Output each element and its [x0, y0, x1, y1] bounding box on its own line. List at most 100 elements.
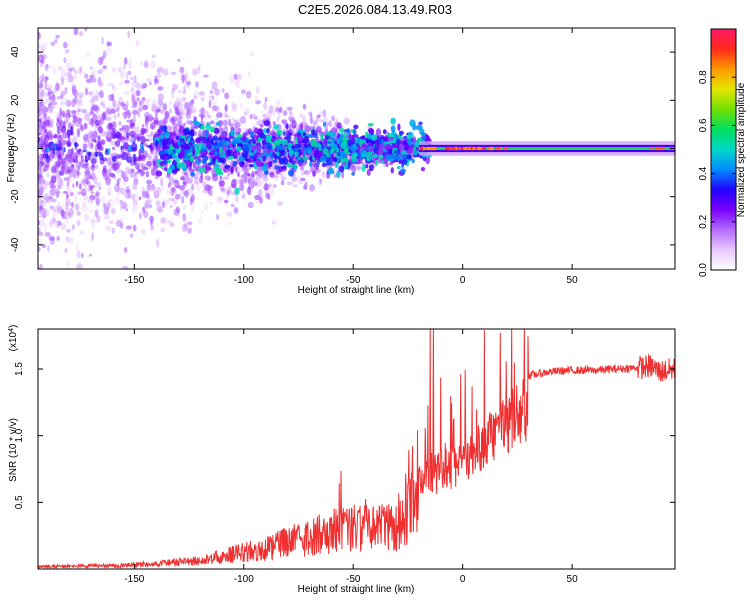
spectrogram-blob	[182, 213, 187, 222]
spectrogram-blob	[107, 156, 111, 166]
spectrogram-blob	[312, 120, 318, 126]
spectrogram-blob	[121, 201, 127, 210]
spectrogram-blob	[49, 105, 53, 113]
spectrogram-blob	[218, 146, 223, 154]
spectrogram-blob	[95, 143, 99, 153]
spectrogram-blob	[62, 110, 66, 118]
spectrogram-blob	[185, 149, 192, 153]
spectrogram-blob	[57, 201, 61, 209]
spectrogram-blob	[51, 101, 58, 106]
spectrogram-blob	[254, 115, 258, 120]
spectrogram-blob	[191, 140, 196, 144]
spectrogram-blob	[157, 93, 164, 101]
spectrogram-blob	[299, 177, 306, 182]
spectrogram-blob	[175, 135, 179, 141]
spectrogram-blob	[201, 158, 207, 165]
spectrogram-blob	[302, 104, 307, 110]
spectrogram-blob	[79, 66, 83, 73]
spectrogram-blob	[146, 113, 153, 117]
spectrogram-blob	[70, 110, 77, 114]
spectrogram-blob	[237, 171, 240, 178]
spectrogram-blob	[66, 178, 70, 187]
colorbar-tick-label: 0.6	[698, 118, 709, 132]
spectrogram-blob	[160, 217, 167, 224]
spectrogram-blob	[248, 159, 254, 163]
spectrogram-blob	[72, 84, 76, 93]
spectrogram-blob	[265, 135, 273, 143]
spectrogram-blob	[145, 170, 150, 178]
spectrogram-blob	[95, 89, 99, 99]
spectrogram-blob	[184, 222, 189, 231]
spectrogram-blob	[309, 184, 315, 192]
spectrogram-blob	[95, 164, 99, 169]
spectrogram-blob	[108, 167, 114, 171]
spectrogram-blob	[90, 142, 94, 150]
spectrogram-blob	[181, 96, 186, 102]
spectrogram-blob	[136, 97, 140, 101]
spectrogram-blob	[155, 170, 163, 177]
spectrogram-blob	[115, 219, 123, 227]
spectrogram-blob	[112, 121, 117, 129]
spectrogram-blob	[282, 110, 288, 116]
spectrogram-blob	[409, 119, 416, 127]
spectrogram-blob	[320, 133, 324, 141]
spectrogram-blob	[389, 149, 393, 154]
dominant-band-hotspot	[470, 146, 473, 151]
spectrogram-blob	[138, 100, 143, 108]
spectrogram-blob	[230, 130, 236, 137]
spectrogram-blob	[146, 78, 152, 82]
spectrogram-blob	[188, 178, 193, 182]
spectrogram-blob	[224, 92, 230, 100]
spectrogram-blob	[81, 252, 84, 258]
snr-ylabel: SNR (10 * v/v)	[8, 418, 19, 482]
spectrogram-blob	[272, 121, 276, 126]
spectrogram-blob	[323, 115, 328, 124]
spectrogram-ytick-label: -20	[10, 189, 21, 204]
spectrogram-blob	[279, 172, 285, 180]
spectrogram-blob	[227, 155, 234, 160]
spectrogram-blob	[159, 151, 165, 156]
spectrogram-blob	[351, 155, 356, 163]
spectrogram-blob	[353, 124, 359, 130]
spectrogram-blob	[248, 152, 254, 156]
spectrogram-blob	[193, 181, 200, 185]
spectrogram-blob	[249, 164, 254, 168]
spectrogram-blob	[180, 102, 184, 108]
spectrogram-blob	[159, 108, 166, 115]
spectrogram-blob	[142, 166, 149, 171]
spectrogram-blob	[158, 207, 163, 213]
spectrogram-blob	[38, 102, 44, 109]
page-title: C2E5.2026.084.13.49.R03	[298, 2, 452, 17]
spectrogram-blob	[280, 165, 287, 170]
spectrogram-blob	[124, 174, 128, 182]
spectrogram-blob	[190, 126, 197, 130]
spectrogram-blob	[145, 115, 149, 124]
spectrogram-blob	[221, 138, 226, 145]
spectrogram-blob	[38, 142, 42, 148]
spectrogram-blob	[88, 209, 94, 214]
spectrogram-blob	[44, 181, 50, 187]
spectrogram-blob	[56, 117, 60, 122]
spectrogram-blob	[223, 176, 230, 180]
spectrogram-blob	[136, 157, 142, 162]
spectrogram-blob	[115, 108, 120, 112]
spectrogram-blob	[263, 102, 268, 110]
spectrogram-blob	[85, 133, 92, 137]
snr-series-line	[38, 329, 675, 569]
spectrogram-blob	[38, 85, 41, 95]
spectrogram-blob	[112, 83, 116, 93]
spectrogram-blob	[38, 119, 42, 124]
spectrogram-blob	[310, 139, 317, 148]
spectrogram-blob	[38, 31, 41, 40]
spectrogram-blob	[63, 41, 68, 49]
spectrogram-blob	[176, 161, 181, 169]
spectrogram-blob	[336, 170, 341, 178]
spectrogram-blob	[120, 145, 124, 151]
spectrogram-blob	[97, 135, 101, 142]
spectrogram-blob	[235, 122, 241, 129]
dominant-band-hotspot	[476, 146, 482, 151]
spectrogram-blob	[284, 150, 288, 156]
spectrogram-blob	[56, 96, 62, 100]
spectrogram-blob	[162, 117, 168, 125]
spectrogram-blob	[183, 85, 187, 93]
